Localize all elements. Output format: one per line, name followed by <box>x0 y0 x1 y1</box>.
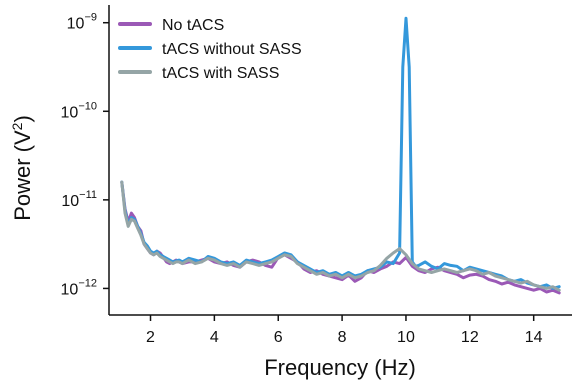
y-ticks: 10−9 10−10 10−11 10−12 <box>61 12 109 298</box>
x-tick-label: 6 <box>274 329 283 346</box>
x-tick-label: 8 <box>338 329 347 346</box>
x-tick-label: 4 <box>210 329 219 346</box>
y-axis-title-main: Power (V <box>10 130 35 221</box>
x-tick-label: 10 <box>397 329 415 346</box>
y-tick-label: 10−11 <box>61 189 97 210</box>
y-tick-label: 10−12 <box>61 277 97 298</box>
x-tick-label: 14 <box>525 329 543 346</box>
legend-label-tacs-without-sass: tACS without SASS <box>162 41 302 58</box>
x-ticks: 2 4 6 8 10 12 14 <box>146 315 543 346</box>
series-line-tacs-with-sass <box>120 180 561 292</box>
series-lines <box>120 16 561 295</box>
x-tick-label: 2 <box>146 329 155 346</box>
y-axis-title-sup: 2 <box>9 122 25 130</box>
legend-label-no-tacs: No tACS <box>162 17 224 34</box>
x-tick-label: 12 <box>461 329 479 346</box>
y-axis-title: Power (V2) <box>9 115 35 221</box>
y-tick-label: 10−10 <box>61 100 97 121</box>
legend: No tACS tACS without SASS tACS with SASS <box>118 17 302 82</box>
legend-label-tacs-with-sass: tACS with SASS <box>162 65 279 82</box>
x-axis-title: Frequency (Hz) <box>264 355 416 380</box>
y-tick-label: 10−9 <box>67 12 97 33</box>
series-line-tacs-without-sass <box>120 16 561 290</box>
axes <box>108 5 572 316</box>
y-axis-title-close: ) <box>10 115 35 122</box>
